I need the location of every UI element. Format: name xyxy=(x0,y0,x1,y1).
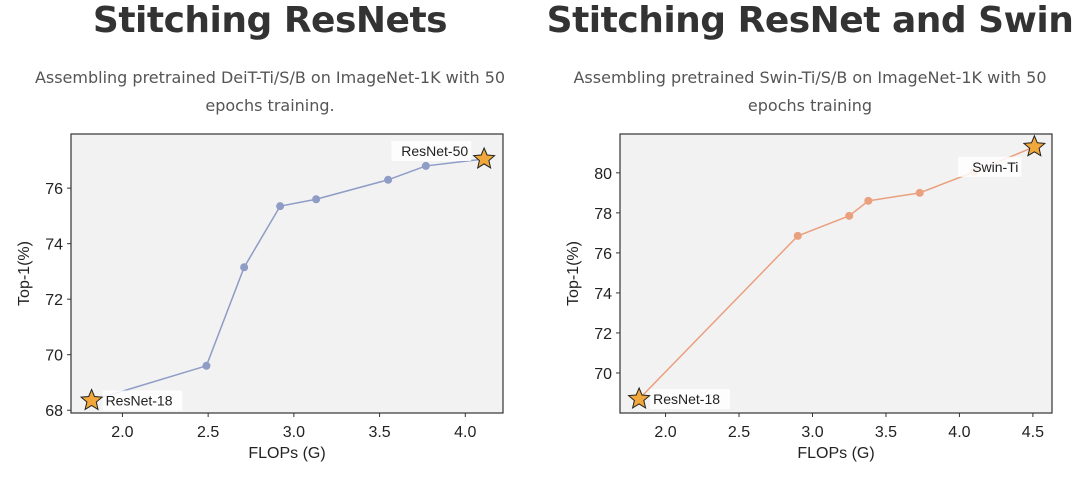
star-marker xyxy=(1022,134,1047,157)
chart-title: Stitching ResNet and Swin xyxy=(546,0,1074,41)
y-axis-label: Top-1(%) xyxy=(16,241,33,306)
anchor-label: Swin-Ti xyxy=(972,159,1018,175)
y-tick-label: 68 xyxy=(45,403,63,420)
data-point xyxy=(421,161,430,170)
y-tick-label: 70 xyxy=(594,366,612,383)
plot-area xyxy=(70,133,504,414)
anchor-label: ResNet-18 xyxy=(653,391,720,407)
plot-area xyxy=(619,133,1053,414)
anchor-label: ResNet-50 xyxy=(401,143,468,159)
star-marker xyxy=(627,386,651,409)
data-point xyxy=(240,263,249,272)
y-tick-label: 74 xyxy=(45,237,63,254)
x-tick-label: 3.0 xyxy=(283,424,305,441)
y-tick-label: 76 xyxy=(45,181,63,198)
x-tick-label: 2.0 xyxy=(654,424,676,441)
y-tick-label: 76 xyxy=(594,246,612,263)
data-point xyxy=(276,202,285,211)
data-point xyxy=(915,188,924,197)
x-tick-label: 3.5 xyxy=(368,424,390,441)
x-axis-label: FLOPs (G) xyxy=(248,445,325,462)
data-point xyxy=(384,175,393,184)
x-tick-label: 2.5 xyxy=(197,424,219,441)
data-point xyxy=(864,196,873,205)
anchor-label-box xyxy=(102,390,183,411)
y-tick-label: 72 xyxy=(594,326,612,343)
star-marker xyxy=(472,146,496,169)
data-point xyxy=(312,195,321,204)
x-tick-label: 4.0 xyxy=(948,424,970,441)
star-marker xyxy=(79,388,104,411)
x-tick-label: 2.5 xyxy=(728,424,750,441)
data-point xyxy=(793,231,802,240)
anchor-label-box xyxy=(650,388,730,409)
y-axis-label: Top-1(%) xyxy=(565,241,582,306)
y-tick-label: 74 xyxy=(594,286,612,303)
x-axis-label: FLOPs (G) xyxy=(797,445,874,462)
anchor-label-box xyxy=(391,140,472,161)
x-tick-label: 2.0 xyxy=(111,424,133,441)
anchor-label: ResNet-18 xyxy=(106,393,173,409)
x-tick-label: 3.0 xyxy=(801,424,823,441)
y-tick-label: 70 xyxy=(45,348,63,365)
x-tick-label: 4.0 xyxy=(454,424,476,441)
data-point xyxy=(202,361,211,370)
y-tick-label: 80 xyxy=(594,166,612,183)
x-tick-label: 3.5 xyxy=(875,424,897,441)
chart-panel-resnet-swin: Stitching ResNet and Swin Assembling pre… xyxy=(540,0,1080,482)
series-line xyxy=(91,158,485,402)
chart-title: Stitching ResNets xyxy=(92,0,448,41)
chart-panel-resnets: Stitching ResNets Assembling pretrained … xyxy=(34,0,506,115)
y-tick-label: 72 xyxy=(45,292,63,309)
chart-subtitle: Assembling pretrained Swin-Ti/S/B on Ima… xyxy=(573,68,1047,115)
y-tick-label: 78 xyxy=(594,206,612,223)
chart-subtitle: Assembling pretrained DeiT-Ti/S/B on Ima… xyxy=(34,68,506,115)
x-tick-label: 4.5 xyxy=(1022,424,1044,441)
data-point xyxy=(845,211,854,220)
anchor-label-box xyxy=(957,156,1022,177)
